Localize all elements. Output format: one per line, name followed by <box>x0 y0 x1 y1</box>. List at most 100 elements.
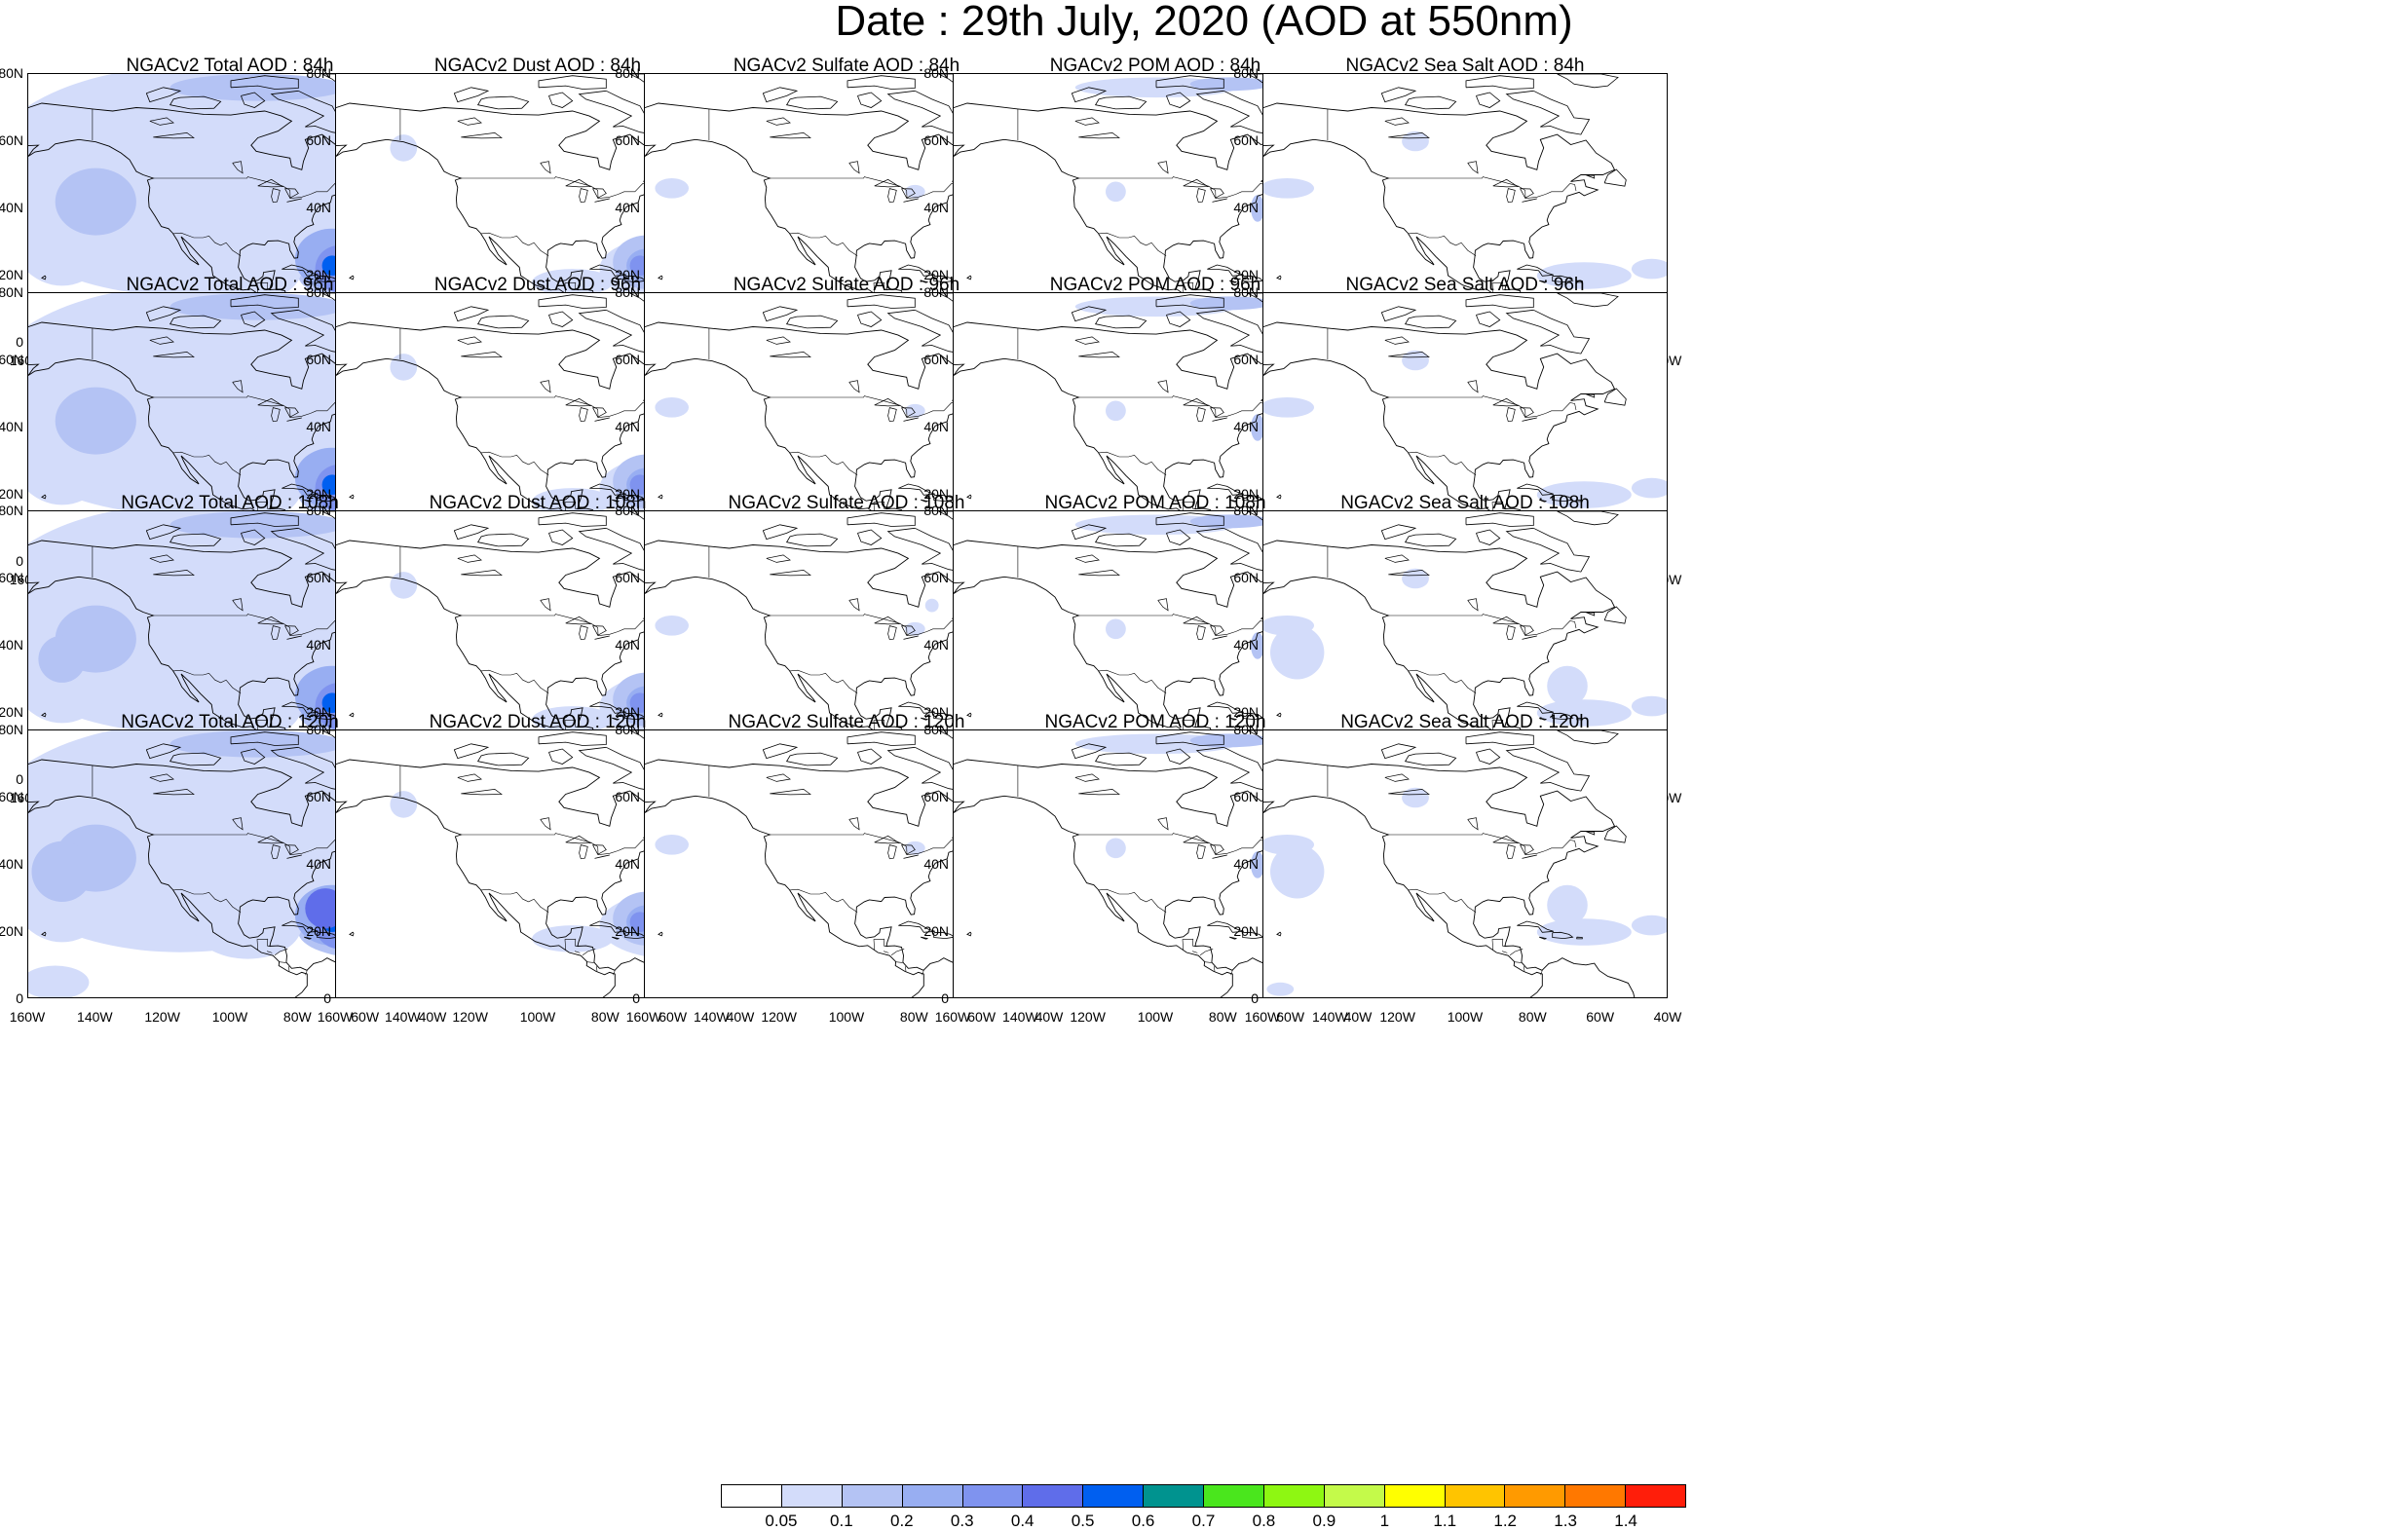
country-borders <box>92 765 342 976</box>
aod-shading <box>655 178 689 199</box>
colorbar-cell <box>1263 1485 1325 1507</box>
y-tick-label: 80N <box>923 722 949 737</box>
colorbar-cell <box>1083 1485 1145 1507</box>
aod-shading <box>193 454 302 522</box>
colorbar-cell <box>1505 1485 1566 1507</box>
y-tick-label: 60N <box>0 570 23 585</box>
aod-shading <box>1106 181 1126 203</box>
aod-shading <box>1263 397 1314 418</box>
aod-shading <box>532 488 614 515</box>
x-tick-label: 120W <box>1379 1009 1415 1025</box>
y-tick-label: 60N <box>306 570 331 585</box>
y-tick-label: 80N <box>615 65 640 81</box>
y-tick-label: 40N <box>923 637 949 653</box>
aod-shading <box>31 840 93 902</box>
y-tick-label: 0 <box>941 990 949 1006</box>
panel-title: NGACv2 Sulfate AOD : 96h <box>733 275 960 295</box>
colorbar-cell <box>1204 1485 1264 1507</box>
aod-shading <box>1402 131 1429 152</box>
colorbar-label: 0.6 <box>1131 1512 1155 1530</box>
y-tick-label: 60N <box>615 352 640 367</box>
aod-shading <box>55 168 136 236</box>
x-tick-label: 80W <box>1208 1009 1237 1025</box>
aod-shading <box>1536 481 1632 508</box>
x-tick-label: 60W <box>351 1009 380 1025</box>
panel-title: NGACv2 POM AOD : 84h <box>1049 56 1261 76</box>
y-tick-label: 20N <box>615 486 640 502</box>
aod-shading <box>163 551 245 606</box>
aod-shading <box>1251 851 1264 878</box>
aod-shading <box>1547 884 1588 926</box>
colorbar-label: 0.3 <box>950 1512 974 1530</box>
coastline <box>28 730 400 997</box>
aod-shading <box>1631 477 1667 499</box>
x-tick-label: 80W <box>899 1009 928 1025</box>
colorbar-cell <box>962 1485 1024 1507</box>
y-tick-label: 80N <box>923 503 949 518</box>
y-tick-label: 80N <box>0 722 23 737</box>
aod-shading <box>163 114 245 168</box>
country-borders <box>1017 765 1267 976</box>
y-tick-label: 60N <box>1233 132 1259 148</box>
aod-shading <box>390 791 418 818</box>
x-tick-label: 40W <box>1035 1009 1064 1025</box>
x-tick-label: 140W <box>385 1009 421 1025</box>
aod-shading <box>38 635 86 683</box>
colorbar-cell <box>1626 1485 1685 1507</box>
y-tick-label: 40N <box>0 200 23 215</box>
y-tick-label: 20N <box>306 704 331 720</box>
y-tick-label: 0 <box>16 334 23 350</box>
y-tick-label: 60N <box>923 570 949 585</box>
y-tick-label: 60N <box>306 132 331 148</box>
x-tick-label: 40W <box>418 1009 447 1025</box>
aod-shading <box>169 74 346 101</box>
y-tick-label: 60N <box>615 132 640 148</box>
aod-shading <box>163 333 245 388</box>
colorbar-cell <box>1023 1485 1084 1507</box>
panel-title: NGACv2 POM AOD : 120h <box>1044 712 1266 732</box>
y-tick-label: 20N <box>1233 704 1259 720</box>
aod-shading <box>390 572 418 599</box>
y-tick-label: 0 <box>16 771 23 787</box>
aod-shading <box>390 134 418 162</box>
y-tick-label: 20N <box>306 486 331 502</box>
colorbar-label: 0.1 <box>830 1512 853 1530</box>
y-tick-label: 40N <box>0 419 23 434</box>
colorbar-label: 0.2 <box>889 1512 914 1530</box>
y-tick-label: 80N <box>306 65 331 81</box>
aod-shading <box>169 293 346 320</box>
panel-title: NGACv2 Total AOD : 120h <box>121 712 339 732</box>
panel-title: NGACv2 Dust AOD : 96h <box>433 275 642 295</box>
colorbar-label: 1 <box>1379 1512 1390 1530</box>
x-tick-label: 60W <box>658 1009 688 1025</box>
panel-title: NGACv2 Sulfate AOD : 108h <box>728 493 965 513</box>
panel-title: NGACv2 Total AOD : 96h <box>126 275 334 295</box>
x-tick-label: 160W <box>1244 1009 1281 1025</box>
panel-title: NGACv2 POM AOD : 108h <box>1044 493 1266 513</box>
y-tick-label: 60N <box>923 352 949 367</box>
y-tick-label: 60N <box>923 789 949 804</box>
y-tick-label: 20N <box>0 267 23 282</box>
x-tick-label: 140W <box>694 1009 730 1025</box>
y-tick-label: 40N <box>615 200 640 215</box>
y-tick-label: 20N <box>0 923 23 939</box>
aod-shading <box>55 387 136 455</box>
aod-shading <box>1536 262 1632 289</box>
aod-shading <box>1196 733 1238 748</box>
panel-title: NGACv2 Dust AOD : 120h <box>429 712 647 732</box>
y-tick-label: 80N <box>615 284 640 300</box>
aod-shading <box>1189 296 1271 311</box>
panel-title: NGACv2 Total AOD : 108h <box>121 493 339 513</box>
y-tick-label: 40N <box>0 637 23 653</box>
y-tick-label: 20N <box>923 923 949 939</box>
aod-shading <box>1402 787 1429 808</box>
y-tick-label: 20N <box>0 486 23 502</box>
y-tick-label: 60N <box>923 132 949 148</box>
y-tick-label: 60N <box>615 789 640 804</box>
x-tick-label: 60W <box>1586 1009 1615 1025</box>
y-tick-label: 40N <box>1233 637 1259 653</box>
panel-title: NGACv2 POM AOD : 96h <box>1049 275 1261 295</box>
y-tick-label: 20N <box>0 704 23 720</box>
aod-shading <box>1263 178 1314 199</box>
colorbar-label: 0.05 <box>765 1512 798 1530</box>
